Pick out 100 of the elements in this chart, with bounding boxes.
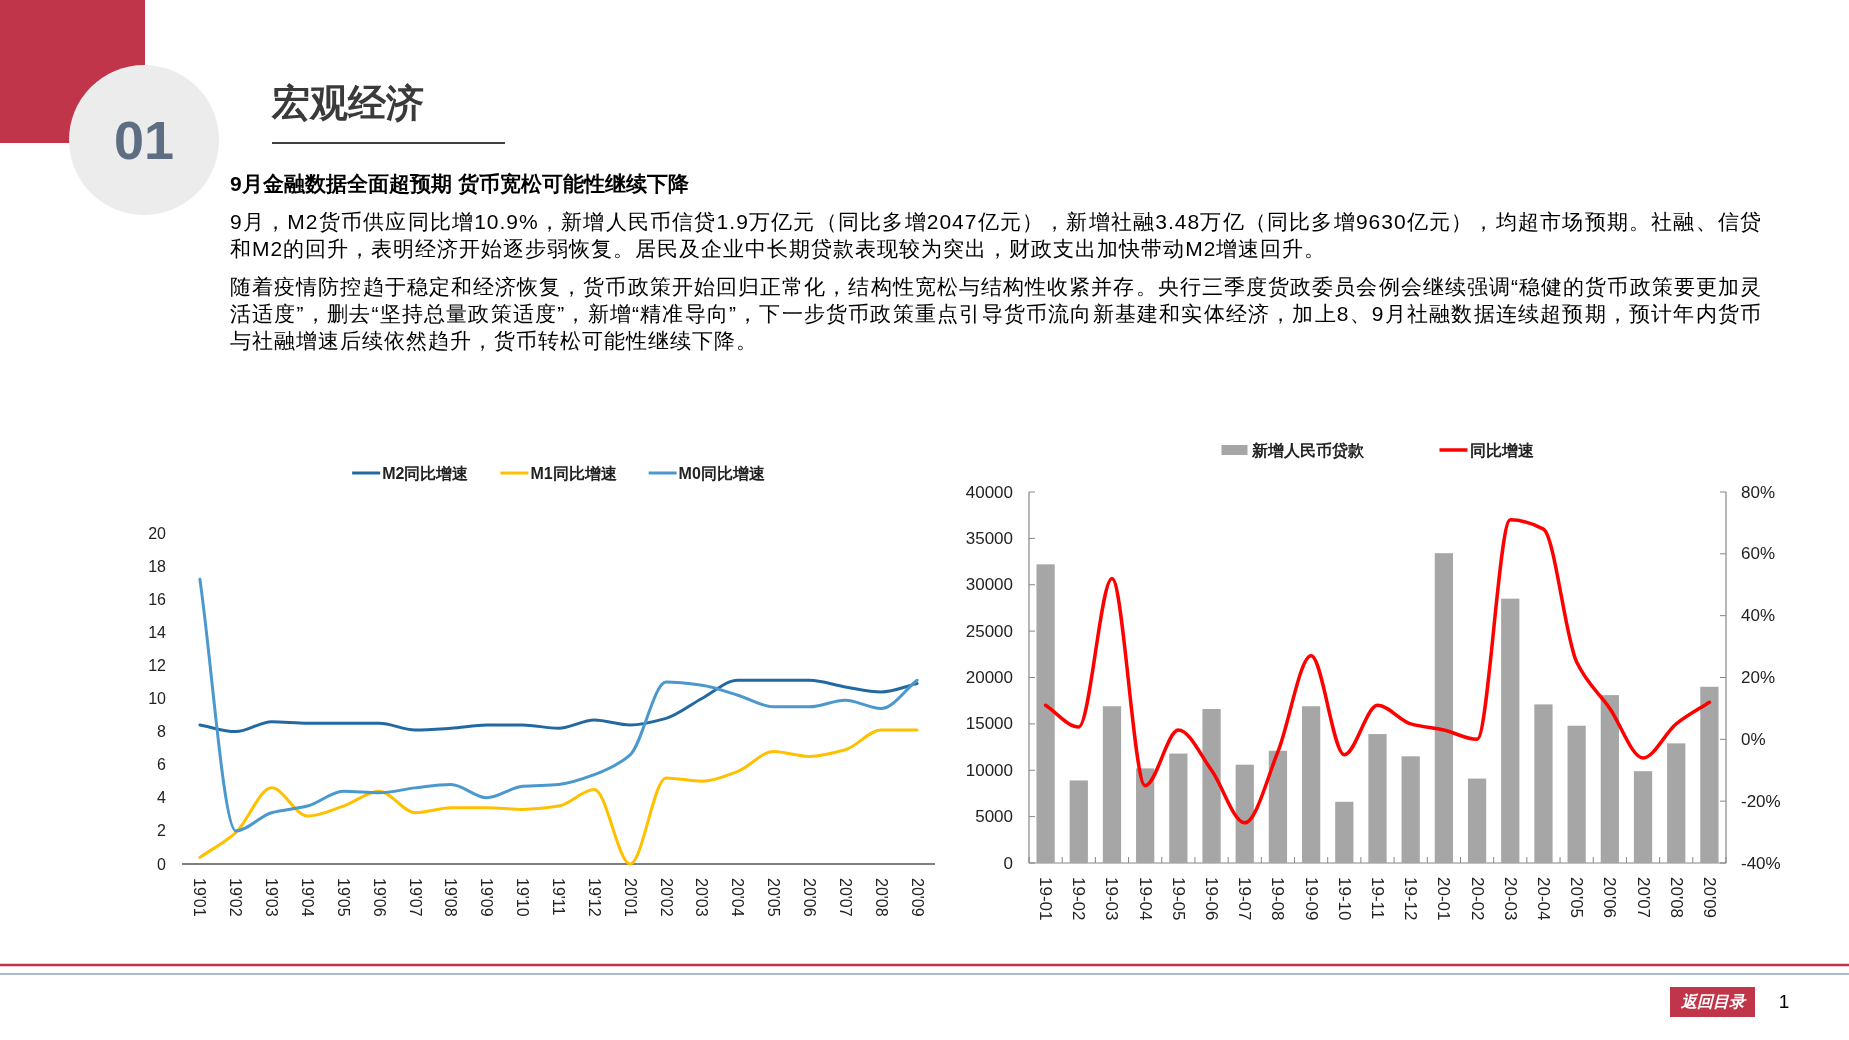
bar <box>1700 686 1719 863</box>
bar <box>1467 778 1487 863</box>
x-tick-label: 19'10 <box>514 878 532 917</box>
text: 1 <box>1777 990 1791 1014</box>
x-tick-label: 20'05 <box>1567 877 1587 919</box>
bar <box>1534 704 1553 863</box>
x-tick-label: 19'03 <box>263 878 281 917</box>
x-tick-label: 20'07 <box>1633 877 1653 919</box>
bar <box>1036 564 1055 863</box>
text: 9月，M2货币供应同比增10.9%，新增人民币信贷1.9万亿元（同比多增2047亿元），新增社融3.48万亿（同比多增9630亿元），均超市场预期。社融、信贷和M2的回升，表明经济开始逐步弱恢复。居民及企业中长期贷款表现较为突出，财政支出加快带动M2增速回升。 <box>230 209 1762 262</box>
y2-tick-label: 20% <box>1741 668 1776 687</box>
text: 随着疫情防控趋于稳定和经济恢复，货币政策开始回归正常化，结构性宽松与结构性收紧并存。央行三季度货政委员会例会继续强调“稳健的货币政策要更加灵活适度”，删去“坚持总量政策适度”，新增“精准导向”，下一步货币政策重点引导货币流向新基建和实体经济，加上8、9月社融数据连续超预期，预计年内货币与社融增速后续依然趋升，货币转松可能性继续下降。 <box>230 274 1762 354</box>
x-tick-label: 19'09 <box>478 878 496 917</box>
y-tick-label: 16 <box>148 590 167 608</box>
y-tick-label: 20000 <box>965 668 1013 687</box>
y-tick-label: 35000 <box>965 528 1013 548</box>
x-tick-label: 19-02 <box>1069 877 1089 921</box>
x-tick-label: 19-03 <box>1102 877 1122 921</box>
legend-label: 同比增速 <box>1469 441 1535 459</box>
y-tick-label: 30000 <box>965 575 1013 595</box>
x-tick-label: 20'04 <box>729 878 747 917</box>
x-tick-label: 19-07 <box>1235 877 1255 921</box>
y-tick-label: 0 <box>157 855 167 873</box>
x-tick-label: 20'05 <box>765 878 783 917</box>
x-tick-label: 20-03 <box>1500 877 1520 921</box>
x-tick-label: 19'08 <box>442 878 460 917</box>
bar <box>1600 695 1619 863</box>
line-series <box>198 728 919 866</box>
y-tick-label: 20 <box>148 524 167 542</box>
y-tick-label: 5000 <box>975 807 1013 827</box>
legend-label: M1同比增速 <box>530 464 618 482</box>
text: 宏观经济 <box>272 81 424 126</box>
bar <box>1136 768 1155 863</box>
x-tick-label: 19'01 <box>191 878 209 917</box>
y2-tick-label: 40% <box>1741 606 1776 626</box>
x-tick-label: 20'07 <box>836 878 854 917</box>
y-tick-label: 12 <box>148 656 167 674</box>
bar <box>1268 750 1288 863</box>
bar <box>1401 756 1420 863</box>
bar <box>1667 743 1686 863</box>
y-tick-label: 40000 <box>965 482 1013 502</box>
x-tick-label: 20'08 <box>1666 877 1686 919</box>
bar <box>1169 753 1188 863</box>
x-tick-label: 20'09 <box>908 878 926 917</box>
x-tick-label: 20'08 <box>872 878 890 917</box>
line-series <box>1043 518 1712 825</box>
x-tick-label: 19-04 <box>1135 877 1155 921</box>
x-tick-label: 19'11 <box>550 878 567 916</box>
y-tick-label: 10 <box>148 690 167 707</box>
y-tick-label: 4 <box>157 789 167 807</box>
x-tick-label: 19'12 <box>585 878 603 917</box>
bar <box>1633 771 1653 863</box>
y2-tick-label: -20% <box>1741 791 1781 811</box>
x-tick-label: 19-05 <box>1168 877 1188 921</box>
bar <box>1368 734 1387 863</box>
bar <box>1069 780 1088 863</box>
x-tick-label: 19'06 <box>370 878 388 917</box>
x-tick-label: 20-04 <box>1533 877 1553 921</box>
y-tick-label: 25000 <box>965 621 1013 641</box>
x-tick-label: 20'02 <box>657 878 675 917</box>
x-tick-label: 19-11 <box>1368 877 1387 920</box>
x-tick-label: 20'03 <box>693 878 711 917</box>
legend-label: 新增人民币贷款 <box>1250 441 1365 460</box>
y-tick-label: 2 <box>157 822 167 840</box>
x-tick-label: 19'07 <box>406 878 424 917</box>
y-tick-label: 14 <box>148 623 167 641</box>
y-tick-label: 8 <box>157 723 167 741</box>
y-tick-label: 15000 <box>965 714 1013 734</box>
x-tick-label: 19-10 <box>1334 877 1354 921</box>
x-tick-label: 19'05 <box>334 878 352 917</box>
y2-tick-label: 80% <box>1741 482 1776 502</box>
legend-label: M0同比增速 <box>678 464 766 482</box>
x-tick-label: 20'09 <box>1699 877 1719 919</box>
y2-tick-label: -40% <box>1741 853 1781 873</box>
text: 01 <box>112 109 176 172</box>
y-tick-label: 0 <box>1003 853 1013 873</box>
text: 9月金融数据全面超预期 货币宽松可能性继续下降 <box>230 171 689 197</box>
legend-label: M2同比增速 <box>382 464 470 482</box>
y2-tick-label: 0% <box>1741 729 1766 749</box>
bar <box>1202 709 1221 863</box>
x-tick-label: 19'02 <box>227 878 245 917</box>
y-tick-label: 10000 <box>965 760 1013 780</box>
x-tick-label: 19-01 <box>1036 877 1056 921</box>
x-tick-label: 20-01 <box>1434 877 1454 921</box>
x-tick-label: 20'01 <box>621 878 639 917</box>
bar <box>1567 725 1586 863</box>
y-tick-label: 18 <box>148 557 167 575</box>
bar <box>1501 598 1520 863</box>
bar <box>1434 553 1453 863</box>
bar <box>1235 764 1254 863</box>
bar <box>1335 801 1354 863</box>
x-tick-label: 19-12 <box>1401 877 1421 921</box>
y-tick-label: 6 <box>157 756 167 774</box>
x-tick-label: 19'04 <box>299 878 316 917</box>
x-tick-label: 19-09 <box>1301 877 1321 921</box>
line-series <box>198 678 919 734</box>
x-tick-label: 20'06 <box>801 878 818 917</box>
x-tick-label: 20-02 <box>1467 877 1487 921</box>
bar <box>1301 706 1321 863</box>
y2-tick-label: 60% <box>1741 544 1776 564</box>
